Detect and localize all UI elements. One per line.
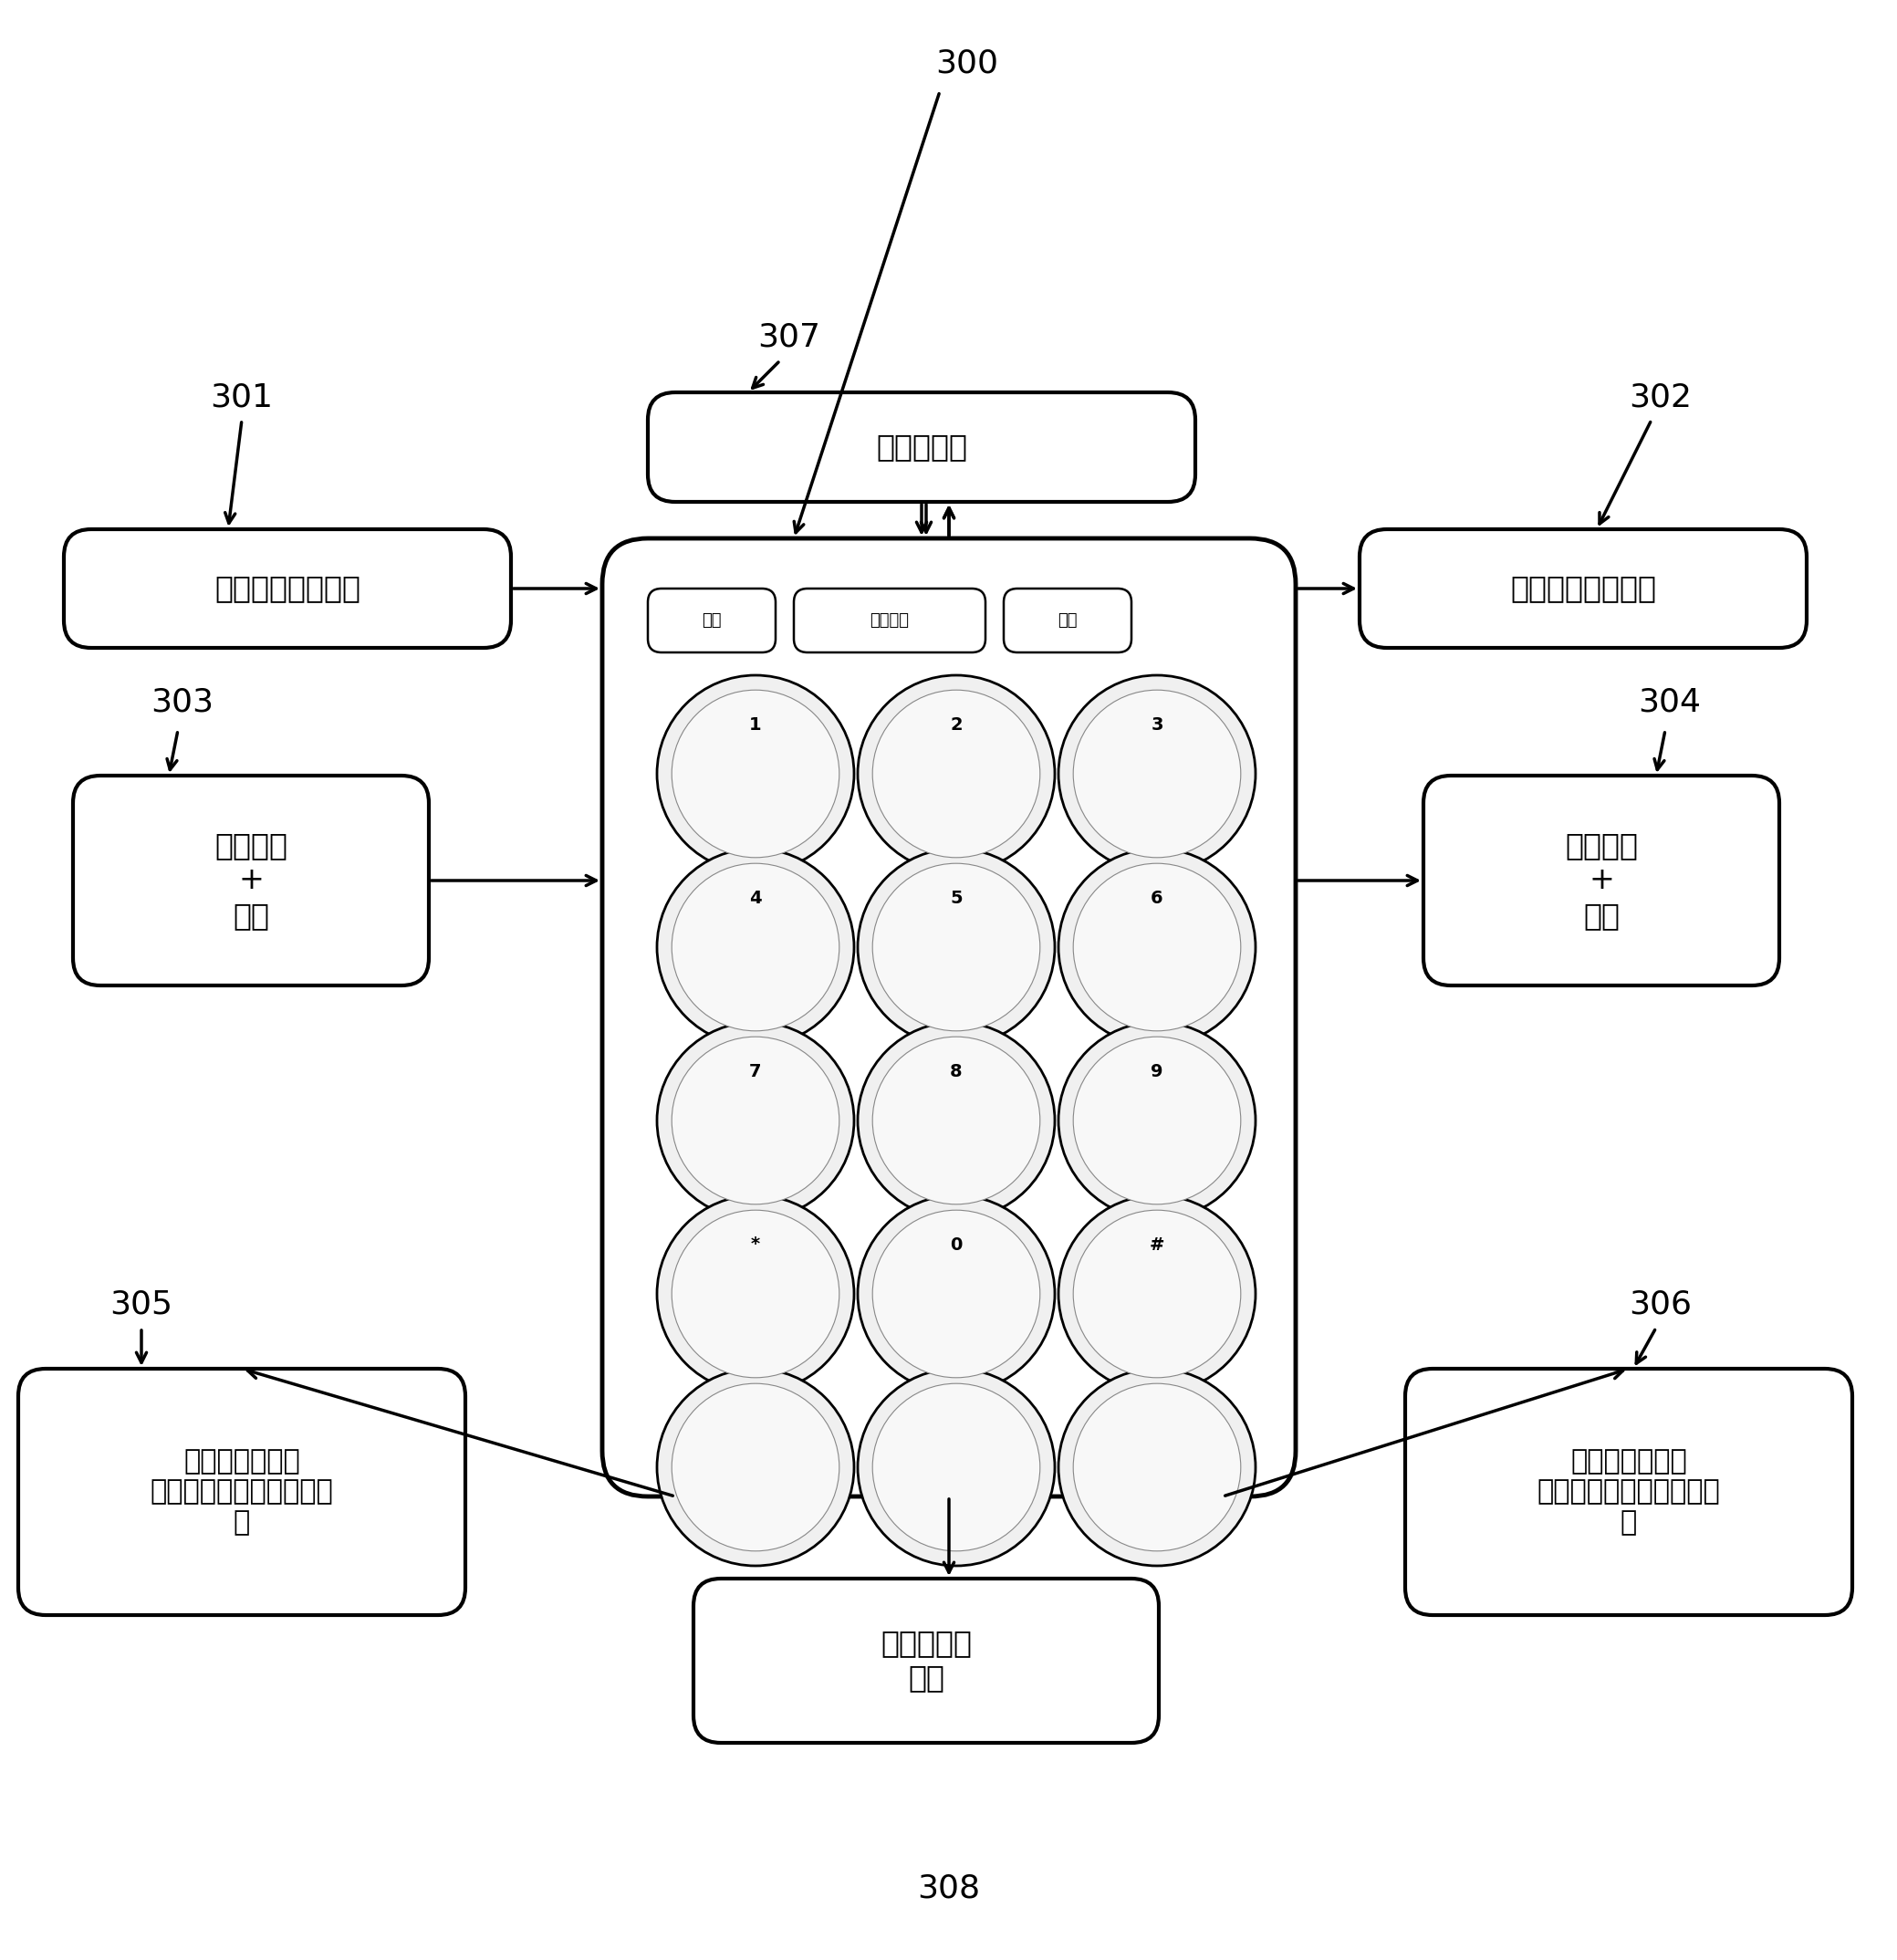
Circle shape — [1059, 1196, 1256, 1392]
Text: 6: 6 — [1151, 890, 1163, 907]
Text: 0: 0 — [950, 1237, 962, 1252]
Circle shape — [873, 864, 1040, 1031]
FancyBboxPatch shape — [19, 1368, 465, 1615]
Text: 右侧汉字名的输出: 右侧汉字名的输出 — [1510, 574, 1656, 604]
Circle shape — [1074, 864, 1241, 1031]
Circle shape — [873, 690, 1040, 858]
Text: 呼叫: 呼叫 — [702, 612, 721, 629]
Text: *: * — [751, 1237, 761, 1252]
Circle shape — [656, 1021, 854, 1219]
FancyBboxPatch shape — [64, 529, 510, 649]
FancyBboxPatch shape — [601, 539, 1296, 1497]
Text: 307: 307 — [757, 321, 821, 353]
Text: 电源: 电源 — [1059, 612, 1077, 629]
Circle shape — [1059, 1368, 1256, 1566]
Circle shape — [1074, 1384, 1241, 1550]
Text: 9: 9 — [1151, 1062, 1163, 1080]
Text: 左侧代码
+
空格: 左侧代码 + 空格 — [214, 831, 288, 931]
Circle shape — [656, 676, 854, 872]
Circle shape — [873, 1384, 1040, 1550]
FancyBboxPatch shape — [1423, 776, 1779, 986]
Circle shape — [857, 1021, 1055, 1219]
Text: 4: 4 — [749, 890, 763, 907]
Text: 汉字模式: 汉字模式 — [871, 612, 909, 629]
Text: 5: 5 — [950, 890, 962, 907]
Circle shape — [857, 1368, 1055, 1566]
Text: 306: 306 — [1630, 1290, 1692, 1321]
Text: 数字的输出: 数字的输出 — [876, 431, 967, 463]
Text: 308: 308 — [918, 1874, 981, 1905]
Circle shape — [857, 1196, 1055, 1392]
Text: 左侧汉字名的输出: 左侧汉字名的输出 — [214, 574, 360, 604]
Circle shape — [1074, 690, 1241, 858]
Circle shape — [1059, 1021, 1256, 1219]
Circle shape — [656, 849, 854, 1047]
Text: #: # — [1150, 1237, 1165, 1252]
Text: 301: 301 — [211, 382, 273, 412]
Text: 305: 305 — [110, 1290, 173, 1321]
Text: 303: 303 — [152, 688, 214, 717]
Text: 302: 302 — [1630, 382, 1692, 412]
FancyBboxPatch shape — [793, 588, 985, 653]
Text: 右侧代码的
输入: 右侧代码的 输入 — [880, 1629, 971, 1693]
Text: 8: 8 — [950, 1062, 962, 1080]
Circle shape — [1059, 676, 1256, 872]
Text: 右侧代码
+
空格: 右侧代码 + 空格 — [1565, 831, 1637, 931]
Text: 304: 304 — [1639, 688, 1702, 717]
FancyBboxPatch shape — [649, 588, 776, 653]
Circle shape — [672, 1037, 838, 1203]
FancyBboxPatch shape — [649, 392, 1195, 502]
Circle shape — [672, 864, 838, 1031]
Circle shape — [656, 1196, 854, 1392]
FancyBboxPatch shape — [1004, 588, 1131, 653]
FancyBboxPatch shape — [72, 776, 429, 986]
Circle shape — [672, 1384, 838, 1550]
Circle shape — [656, 1368, 854, 1566]
Circle shape — [1074, 1209, 1241, 1378]
Text: 7: 7 — [749, 1062, 763, 1080]
Text: 2: 2 — [950, 715, 962, 733]
Circle shape — [1074, 1037, 1241, 1203]
Circle shape — [672, 690, 838, 858]
Text: 1: 1 — [749, 715, 763, 733]
FancyBboxPatch shape — [694, 1578, 1159, 1742]
Text: 对应于右侧二级
双重快捷代码的汉字的输
出: 对应于右侧二级 双重快捷代码的汉字的输 出 — [1537, 1448, 1721, 1537]
Circle shape — [1059, 849, 1256, 1047]
Circle shape — [672, 1209, 838, 1378]
Circle shape — [873, 1209, 1040, 1378]
Text: 对应于左侧二级
双重快捷代码的汉字的输
出: 对应于左侧二级 双重快捷代码的汉字的输 出 — [150, 1448, 334, 1537]
Circle shape — [857, 676, 1055, 872]
Circle shape — [873, 1037, 1040, 1203]
Circle shape — [857, 849, 1055, 1047]
Text: 3: 3 — [1151, 715, 1163, 733]
FancyBboxPatch shape — [1360, 529, 1806, 649]
Text: 300: 300 — [935, 49, 998, 80]
FancyBboxPatch shape — [1406, 1368, 1851, 1615]
